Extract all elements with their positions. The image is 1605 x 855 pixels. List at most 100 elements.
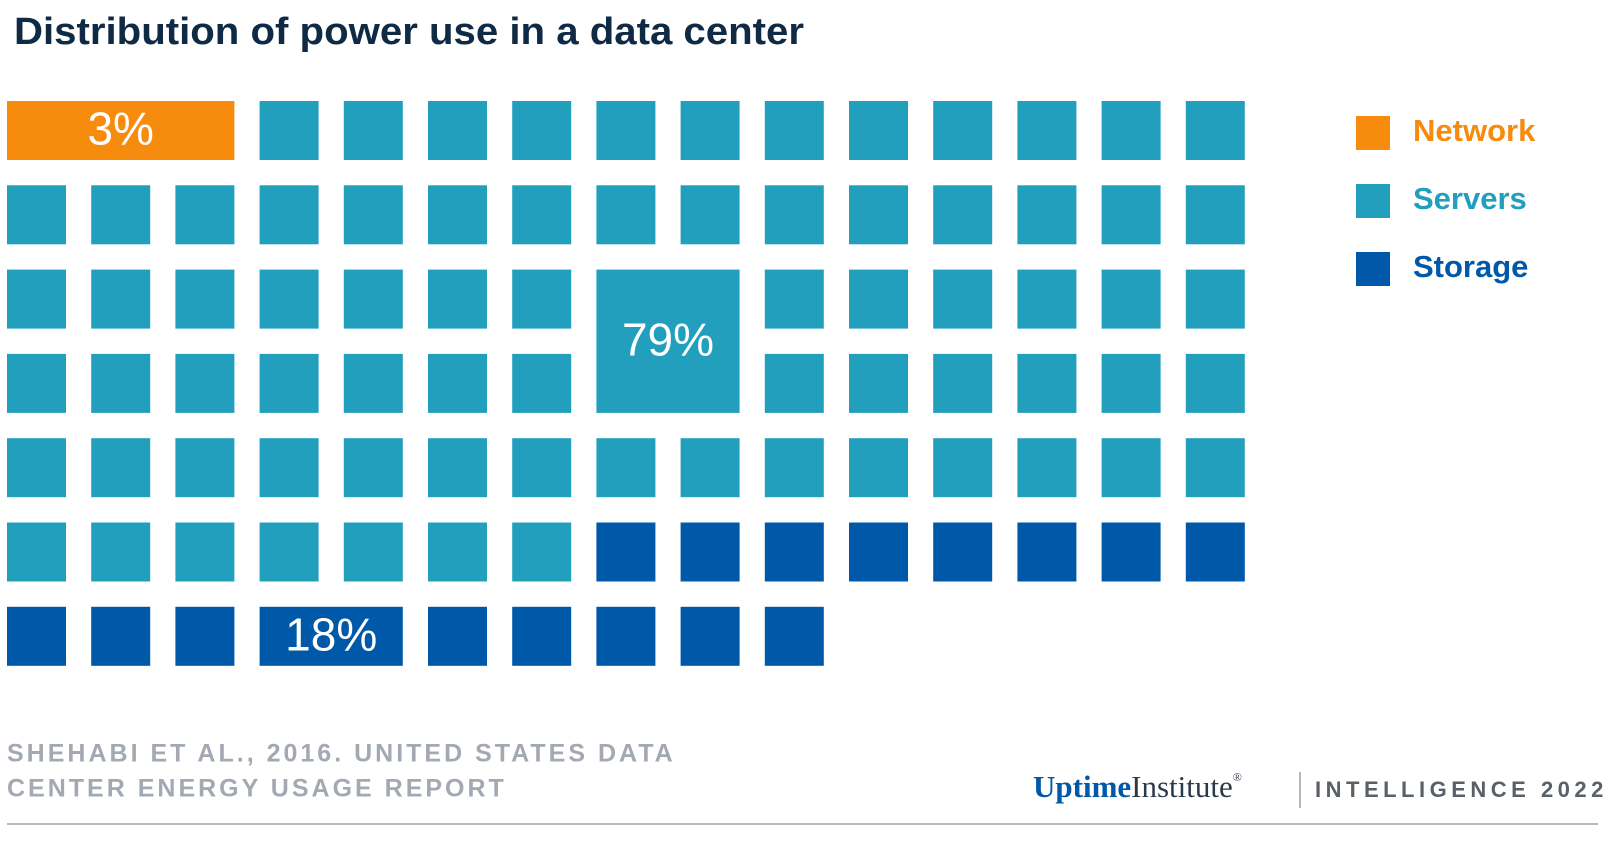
value-label: 3% <box>87 103 153 155</box>
waffle-cell <box>7 438 66 498</box>
waffle-cell <box>764 269 824 329</box>
waffle-cell <box>764 438 824 498</box>
waffle-cell <box>933 269 993 329</box>
waffle-cell <box>680 522 740 582</box>
waffle-cell <box>596 185 656 245</box>
waffle-cell <box>91 269 151 329</box>
waffle-cell <box>1017 353 1077 413</box>
value-label: 79% <box>622 313 714 365</box>
waffle-cell <box>175 353 235 413</box>
waffle-cell <box>1017 185 1077 245</box>
waffle-cell <box>7 606 66 666</box>
waffle-cell <box>7 353 66 413</box>
waffle-cell <box>933 353 993 413</box>
legend-label: Servers <box>1413 181 1527 216</box>
waffle-cell <box>1017 522 1077 582</box>
waffle-cell <box>343 522 403 582</box>
waffle-cell <box>7 269 66 329</box>
logo: UptimeInstitute® <box>1033 769 1242 804</box>
waffle-cell <box>259 522 319 582</box>
waffle-cell <box>596 606 656 666</box>
waffle-cell <box>259 269 319 329</box>
waffle-cell <box>1101 269 1161 329</box>
waffle-cell <box>259 353 319 413</box>
chart-title: Distribution of power use in a data cent… <box>14 11 804 53</box>
waffle-cell <box>596 101 656 160</box>
value-label: 18% <box>285 608 377 660</box>
waffle-cell <box>343 438 403 498</box>
waffle-cell <box>1185 269 1245 329</box>
waffle-cell <box>428 438 487 498</box>
waffle-cell <box>849 101 908 160</box>
waffle-cell <box>933 522 993 582</box>
waffle-cell <box>343 185 403 245</box>
waffle-cell <box>512 269 572 329</box>
logo-part: ® <box>1233 770 1242 784</box>
waffle-cell <box>428 353 487 413</box>
waffle-cell <box>175 438 235 498</box>
waffle-cell <box>512 101 572 160</box>
waffle-cell <box>680 606 740 666</box>
source-line: CENTER ENERGY USAGE REPORT <box>7 775 507 803</box>
waffle-cell <box>1101 101 1161 160</box>
waffle-cell <box>428 522 487 582</box>
waffle-cell <box>680 185 740 245</box>
waffle-cell <box>680 438 740 498</box>
waffle-cell <box>849 522 908 582</box>
legend-label: Storage <box>1413 249 1528 284</box>
waffle-cell <box>7 185 66 245</box>
waffle-label-block <box>596 269 740 413</box>
waffle-cell <box>175 606 235 666</box>
waffle-cell <box>512 353 572 413</box>
waffle-cell <box>428 185 487 245</box>
waffle-cell <box>259 438 319 498</box>
waffle-cell <box>512 606 572 666</box>
legend-swatch <box>1356 184 1390 218</box>
waffle-cell <box>343 353 403 413</box>
waffle-cell <box>849 438 908 498</box>
waffle-cell <box>1017 101 1077 160</box>
waffle-cell <box>764 101 824 160</box>
waffle-cell <box>428 606 487 666</box>
waffle-cell <box>764 522 824 582</box>
waffle-cell <box>91 185 151 245</box>
waffle-cell <box>1101 353 1161 413</box>
waffle-cell <box>1185 522 1245 582</box>
tagline: INTELLIGENCE 2022 <box>1315 777 1605 802</box>
waffle-cell <box>764 353 824 413</box>
waffle-cell <box>91 353 151 413</box>
waffle-cell <box>1101 438 1161 498</box>
waffle-cell <box>428 101 487 160</box>
waffle-cell <box>175 269 235 329</box>
waffle-cell <box>1101 522 1161 582</box>
waffle-label-block <box>259 606 403 666</box>
legend-swatch <box>1356 252 1390 286</box>
waffle-cell <box>1185 101 1245 160</box>
waffle-cell <box>933 101 993 160</box>
waffle-cell <box>512 522 572 582</box>
waffle-label-block <box>7 101 235 160</box>
waffle-cell <box>343 101 403 160</box>
logo-part: Uptime <box>1033 769 1131 804</box>
source-line: SHEHABI ET AL., 2016. UNITED STATES DATA <box>7 740 676 768</box>
waffle-cell <box>764 606 824 666</box>
waffle-cell <box>849 353 908 413</box>
waffle-cell <box>933 185 993 245</box>
waffle-cell <box>1017 269 1077 329</box>
waffle-cell <box>7 522 66 582</box>
waffle-cell <box>91 438 151 498</box>
waffle-cell <box>91 606 151 666</box>
waffle-cell <box>91 522 151 582</box>
waffle-cell <box>764 185 824 245</box>
waffle-cell <box>1185 438 1245 498</box>
legend-label: Network <box>1413 113 1536 148</box>
waffle-cell <box>596 438 656 498</box>
waffle-cell <box>1017 438 1077 498</box>
waffle-cell <box>259 185 319 245</box>
waffle-cell <box>175 185 235 245</box>
waffle-cell <box>1101 185 1161 245</box>
waffle-cell <box>343 269 403 329</box>
waffle-cell <box>849 185 908 245</box>
waffle-cell <box>512 185 572 245</box>
